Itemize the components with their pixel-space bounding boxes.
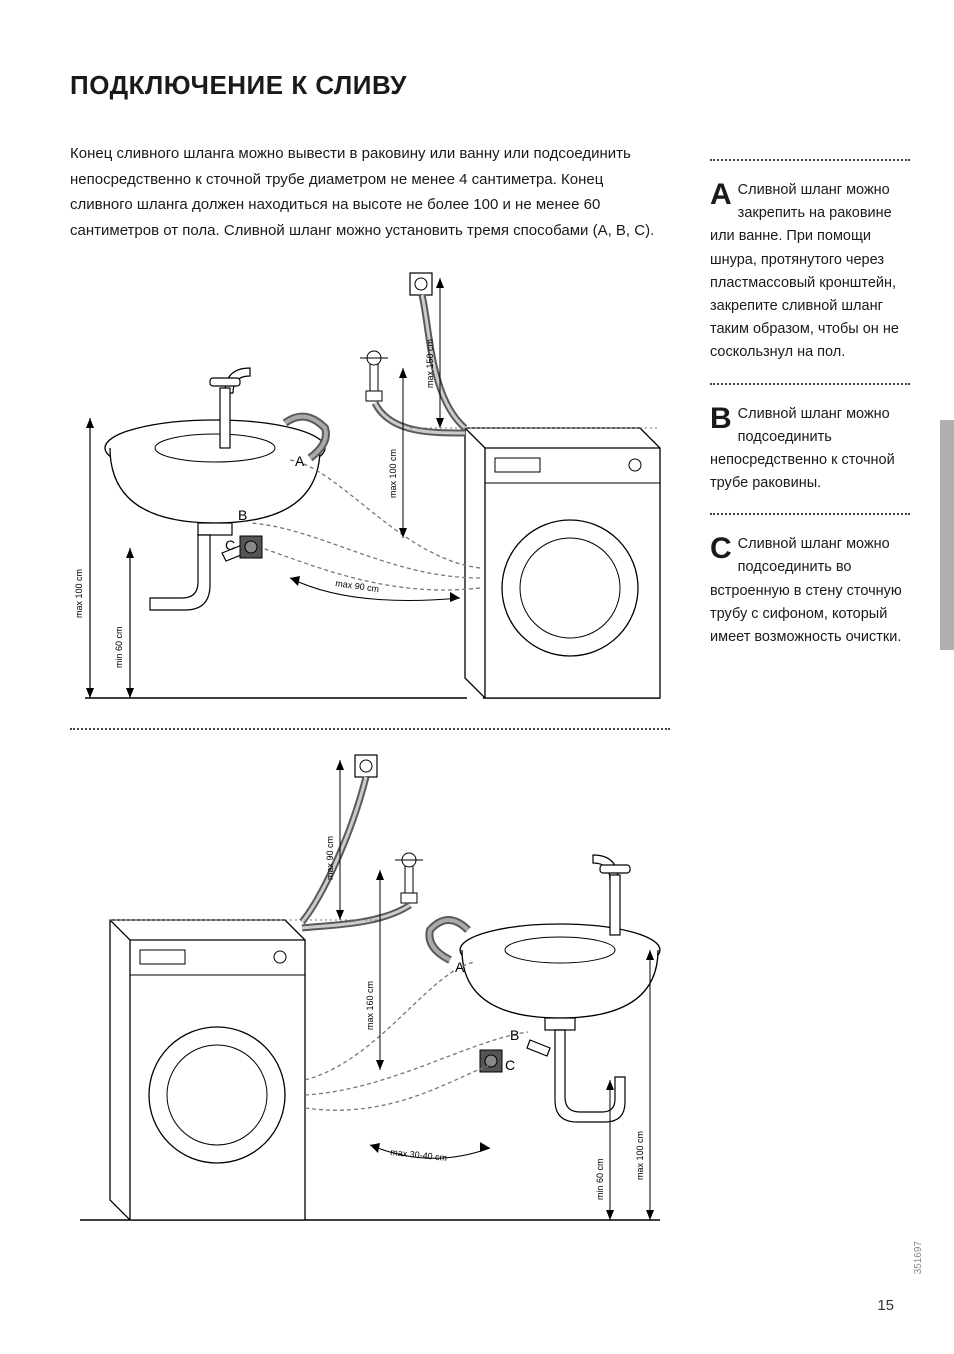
main-column: Конец сливного шланга можно вывести в ра… xyxy=(70,141,670,1250)
diagram-2: max 90 cm max 160 cm max 30-40 cm min 60… xyxy=(70,750,670,1230)
side-dotted-2 xyxy=(710,383,910,385)
dim-max150: max 150 cm xyxy=(425,339,435,388)
sidebar-text-A: Сливной шланг можно закрепить на раковин… xyxy=(710,182,899,360)
sidebar-text-C: Сливной шланг можно подсоединить во встр… xyxy=(710,536,902,645)
side-dotted-1 xyxy=(710,159,910,161)
dim-max160: max 160 cm xyxy=(365,981,375,1030)
sidebar-block-B: B Сливной шланг можно подсоединить непос… xyxy=(710,403,910,496)
dim-max90-1: max 90 cm xyxy=(335,578,380,594)
sidebar-block-C: C Сливной шланг можно подсоединить во вс… xyxy=(710,533,910,649)
label-C-2: C xyxy=(505,1057,515,1073)
label-B-1: B xyxy=(238,507,247,523)
intro-paragraph: Конец сливного шланга можно вывести в ра… xyxy=(70,141,670,243)
sidebar-text-B: Сливной шланг можно подсоединить непосре… xyxy=(710,406,895,492)
washing-machine-1 xyxy=(465,428,660,698)
dim-min60-2: min 60 cm xyxy=(595,1158,605,1200)
sidebar-letter-C: C xyxy=(710,535,732,562)
label-A-2: A xyxy=(455,959,465,975)
dim-max100-mid: max 100 cm xyxy=(388,449,398,498)
dim-max100-left: max 100 cm xyxy=(74,569,84,618)
dim-max100-2: max 100 cm xyxy=(635,1131,645,1180)
sidebar-block-A: A Сливной шланг можно закрепить на раков… xyxy=(710,179,910,365)
horizontal-dotted-separator xyxy=(70,728,670,730)
label-C-1: C xyxy=(225,537,235,553)
side-dotted-3 xyxy=(710,513,910,515)
sidebar-column: A Сливной шланг можно закрепить на раков… xyxy=(710,141,910,1250)
label-A-1: A xyxy=(295,453,305,469)
label-B-2: B xyxy=(510,1027,519,1043)
page-number: 15 xyxy=(877,1297,894,1314)
dim-max3040: max 30-40 cm xyxy=(390,1147,448,1163)
document-id: 351697 xyxy=(913,1241,924,1274)
dim-max90-2: max 90 cm xyxy=(325,836,335,880)
sidebar-letter-B: B xyxy=(710,405,732,432)
sidebar-letter-A: A xyxy=(710,181,732,208)
dim-min60: min 60 cm xyxy=(114,626,124,668)
page-thumb-tab xyxy=(940,420,954,650)
washing-machine-2 xyxy=(110,920,305,1220)
page-title: ПОДКЛЮЧЕНИЕ К СЛИВУ xyxy=(70,70,894,101)
content-row: Конец сливного шланга можно вывести в ра… xyxy=(70,141,894,1250)
diagram-1: max 100 cm min 60 cm xyxy=(70,268,670,708)
